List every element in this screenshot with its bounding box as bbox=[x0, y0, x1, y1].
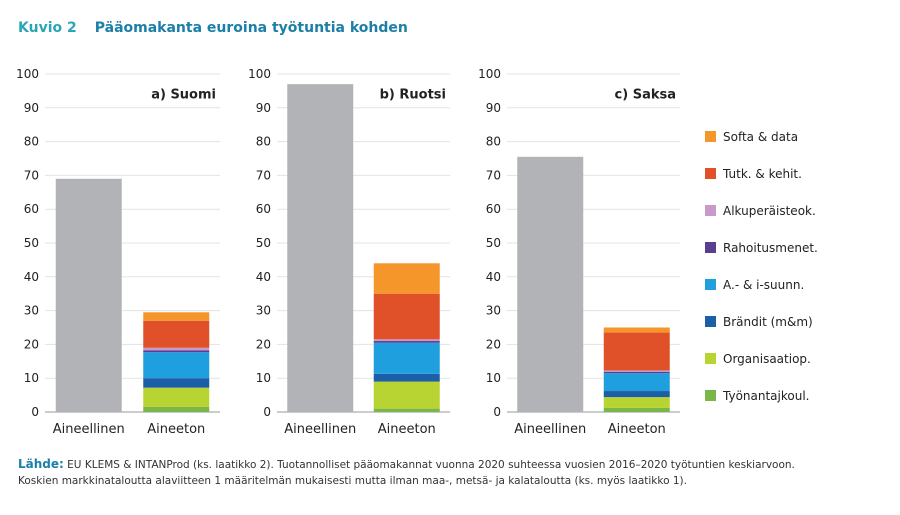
y-tick-label: 40 bbox=[256, 270, 271, 284]
y-tick-label: 70 bbox=[24, 168, 39, 182]
y-tick-label: 60 bbox=[24, 202, 39, 216]
bar-segment-työnantajkoul bbox=[143, 406, 210, 412]
y-tick-label: 90 bbox=[256, 101, 271, 115]
legend-swatch bbox=[705, 316, 716, 327]
y-tick-label: 10 bbox=[256, 371, 271, 385]
y-tick-label: 80 bbox=[486, 135, 501, 149]
y-tick-label: 100 bbox=[16, 67, 39, 81]
bar-segment-organisaatiop bbox=[373, 381, 440, 409]
y-tick-label: 80 bbox=[24, 135, 39, 149]
bar-segment-rahoitusmenet bbox=[603, 371, 670, 374]
legend-swatch bbox=[705, 353, 716, 364]
bar-segment-softa-data bbox=[373, 263, 440, 294]
source-label: Lähde: bbox=[18, 457, 64, 471]
bar-segment-a-i-suunn bbox=[373, 342, 440, 374]
bar-segment-brändit-m-m bbox=[373, 373, 440, 382]
legend-label: Rahoitusmenet. bbox=[723, 241, 818, 255]
y-tick-label: 50 bbox=[256, 236, 271, 250]
x-tick-label: Aineellinen bbox=[53, 422, 125, 437]
y-tick-label: 30 bbox=[486, 304, 501, 318]
legend-label: Organisaatiop. bbox=[723, 352, 811, 366]
bar-segment-työnantajkoul bbox=[603, 407, 670, 412]
source-text: EU KLEMS & INTANProd (ks. laatikko 2). T… bbox=[67, 459, 795, 471]
legend-swatch bbox=[705, 390, 716, 401]
y-tick-label: 10 bbox=[24, 371, 39, 385]
bar-segment-organisaatiop bbox=[143, 387, 210, 407]
figure-number: Kuvio 2 bbox=[18, 20, 77, 36]
y-tick-label: 40 bbox=[486, 270, 501, 284]
panel-label: a) Suomi bbox=[151, 87, 216, 102]
legend-swatch bbox=[705, 205, 716, 216]
y-tick-label: 30 bbox=[256, 304, 271, 318]
legend-swatch bbox=[705, 279, 716, 290]
legend-label: Alkuperäisteok. bbox=[723, 204, 816, 218]
y-tick-label: 60 bbox=[486, 202, 501, 216]
y-tick-label: 20 bbox=[24, 337, 39, 351]
bar-segment-rahoitusmenet bbox=[373, 341, 440, 343]
y-tick-label: 50 bbox=[486, 236, 501, 250]
y-tick-label: 60 bbox=[256, 202, 271, 216]
x-tick-label: Aineellinen bbox=[514, 422, 586, 437]
bar-segment-tutk-kehit bbox=[603, 332, 670, 371]
y-tick-label: 20 bbox=[256, 337, 271, 351]
bar-segment-aineellinen bbox=[287, 84, 354, 412]
bar-segment-alkuperäisteok bbox=[143, 347, 210, 351]
y-tick-label: 0 bbox=[31, 405, 39, 419]
bar-segment-softa-data bbox=[143, 312, 210, 321]
y-tick-label: 70 bbox=[256, 168, 271, 182]
x-tick-label: Aineellinen bbox=[284, 422, 356, 437]
legend-label: Tutk. & kehit. bbox=[722, 167, 802, 181]
y-tick-label: 10 bbox=[486, 371, 501, 385]
y-tick-label: 50 bbox=[24, 236, 39, 250]
legend-label: Softa & data bbox=[723, 130, 798, 144]
bar-segment-alkuperäisteok bbox=[373, 339, 440, 342]
legend-label: Brändit (m&m) bbox=[723, 315, 813, 329]
y-tick-label: 100 bbox=[478, 67, 501, 81]
bar-segment-tutk-kehit bbox=[373, 293, 440, 340]
y-tick-label: 80 bbox=[256, 135, 271, 149]
legend-label: A.- & i-suunn. bbox=[723, 278, 804, 292]
bar-segment-aineellinen bbox=[55, 178, 122, 412]
bar-segment-organisaatiop bbox=[603, 397, 670, 408]
y-tick-label: 70 bbox=[486, 168, 501, 182]
y-tick-label: 20 bbox=[486, 337, 501, 351]
bar-segment-aineellinen bbox=[517, 156, 584, 412]
bar-segment-työnantajkoul bbox=[373, 408, 440, 412]
bar-segment-softa-data bbox=[603, 327, 670, 333]
y-tick-label: 90 bbox=[24, 101, 39, 115]
bar-segment-a-i-suunn bbox=[143, 352, 210, 379]
legend-label: Työnantajkoul. bbox=[722, 389, 809, 403]
x-tick-label: Aineeton bbox=[147, 422, 205, 437]
bar-segment-a-i-suunn bbox=[603, 373, 670, 392]
y-tick-label: 100 bbox=[248, 67, 271, 81]
source-note: Koskien markkinataloutta alaviitteen 1 m… bbox=[18, 475, 687, 487]
y-tick-label: 0 bbox=[263, 405, 271, 419]
y-tick-label: 30 bbox=[24, 304, 39, 318]
x-tick-label: Aineeton bbox=[378, 422, 436, 437]
bar-segment-brändit-m-m bbox=[603, 391, 670, 398]
legend-swatch bbox=[705, 242, 716, 253]
y-tick-label: 0 bbox=[493, 405, 501, 419]
panel-label: c) Saksa bbox=[615, 87, 676, 102]
figure-header: Kuvio 2 Pääomakanta euroina työtuntia koh… bbox=[18, 20, 408, 36]
panel-label: b) Ruotsi bbox=[380, 87, 446, 102]
figure-footer: Lähde: EU KLEMS & INTANProd (ks. laatikk… bbox=[18, 456, 878, 489]
bar-segment-alkuperäisteok bbox=[603, 370, 670, 372]
y-tick-label: 40 bbox=[24, 270, 39, 284]
bar-segment-rahoitusmenet bbox=[143, 350, 210, 353]
bar-segment-tutk-kehit bbox=[143, 320, 210, 348]
x-tick-label: Aineeton bbox=[608, 422, 666, 437]
bar-segment-brändit-m-m bbox=[143, 378, 210, 388]
figure-title: Pääomakanta euroina työtuntia kohden bbox=[94, 20, 408, 36]
legend-swatch bbox=[705, 168, 716, 179]
legend-swatch bbox=[705, 131, 716, 142]
y-tick-label: 90 bbox=[486, 101, 501, 115]
